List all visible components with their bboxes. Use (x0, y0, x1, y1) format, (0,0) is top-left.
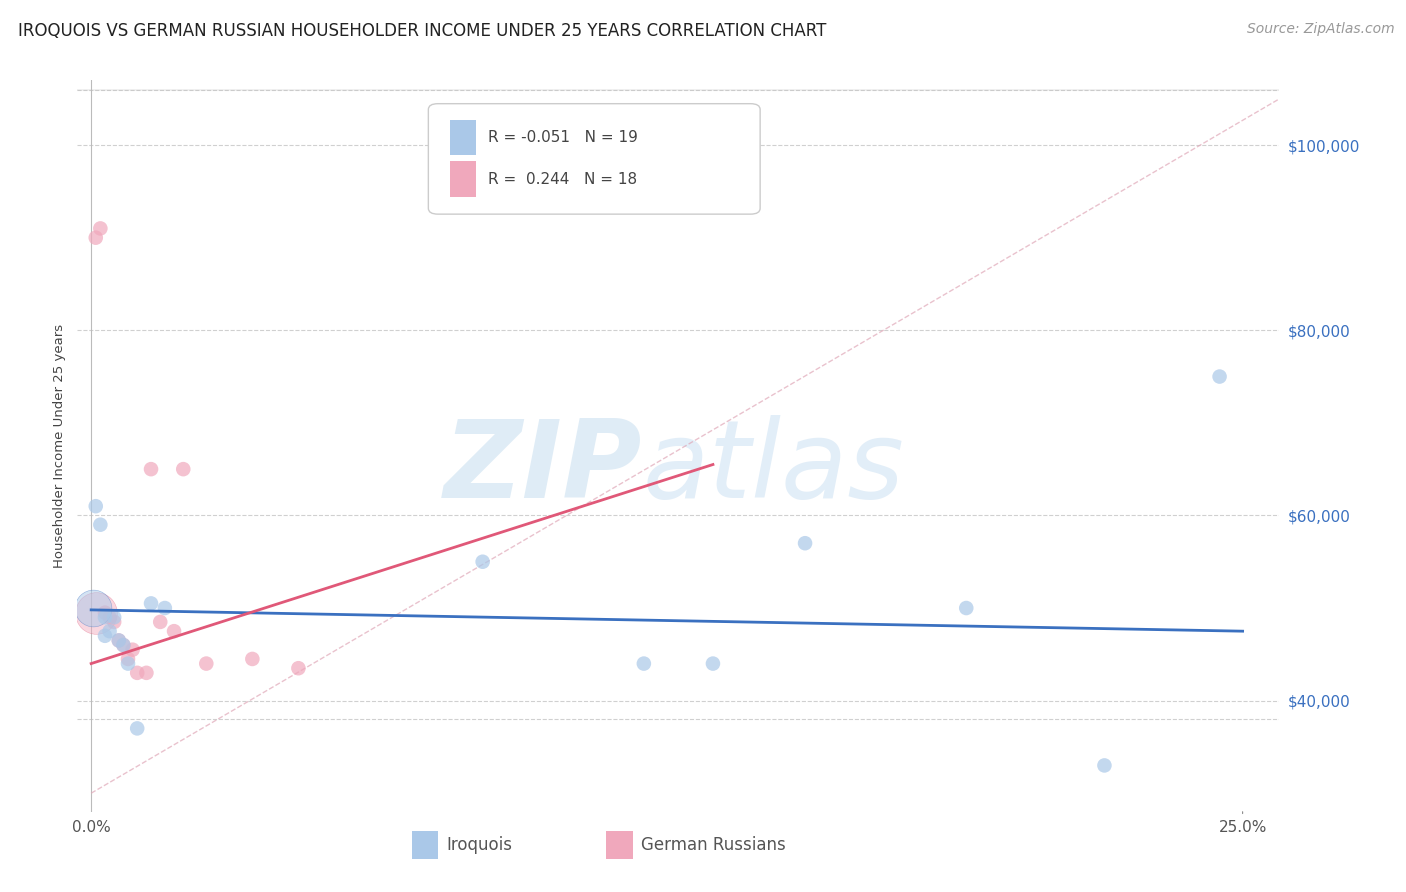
Point (94, 629, 117, 643)
Point (103, 615, 125, 629)
Point (633, 657, 655, 671)
Point (98, 610, 121, 624)
Point (139, 462, 162, 476)
Point (117, 652, 139, 666)
Point (135, 665, 157, 680)
Point (127, 665, 149, 680)
Point (84, 499, 107, 513)
Point (127, 722, 149, 736)
Point (84, 606, 107, 620)
Text: Iroquois: Iroquois (446, 837, 512, 855)
Point (794, 536, 817, 550)
Y-axis label: Householder Income Under 25 years: Householder Income Under 25 years (53, 324, 66, 568)
Text: atlas: atlas (643, 416, 904, 520)
Text: ZIP: ZIP (444, 415, 643, 521)
Point (107, 633, 129, 648)
Point (89, 221, 111, 235)
Text: IROQUOIS VS GERMAN RUSSIAN HOUSEHOLDER INCOME UNDER 25 YEARS CORRELATION CHART: IROQUOIS VS GERMAN RUSSIAN HOUSEHOLDER I… (18, 22, 827, 40)
FancyBboxPatch shape (606, 831, 633, 859)
Point (112, 638, 135, 652)
Point (153, 601, 176, 615)
Point (94, 610, 117, 624)
Point (121, 642, 143, 657)
FancyBboxPatch shape (429, 103, 761, 214)
Point (955, 601, 977, 615)
FancyBboxPatch shape (412, 831, 439, 859)
Text: R = -0.051   N = 19: R = -0.051 N = 19 (488, 130, 638, 145)
Text: German Russians: German Russians (641, 837, 786, 855)
Point (94, 606, 117, 620)
Point (103, 610, 125, 624)
Point (149, 615, 172, 629)
Text: R =  0.244   N = 18: R = 0.244 N = 18 (488, 171, 637, 186)
Point (112, 638, 135, 652)
Point (195, 657, 218, 671)
Point (702, 657, 724, 671)
FancyBboxPatch shape (450, 120, 477, 155)
Point (89, 517, 111, 532)
Point (98, 624, 121, 639)
Point (163, 624, 186, 639)
Point (84, 230, 107, 244)
Point (1094, 758, 1116, 772)
Point (287, 661, 309, 675)
Point (139, 596, 162, 610)
FancyBboxPatch shape (450, 161, 477, 196)
Point (172, 462, 194, 476)
Point (82, 601, 104, 615)
Point (1208, 369, 1230, 384)
Point (471, 555, 494, 569)
Point (117, 657, 139, 671)
Point (240, 652, 263, 666)
Text: Source: ZipAtlas.com: Source: ZipAtlas.com (1247, 22, 1395, 37)
Point (107, 633, 129, 648)
